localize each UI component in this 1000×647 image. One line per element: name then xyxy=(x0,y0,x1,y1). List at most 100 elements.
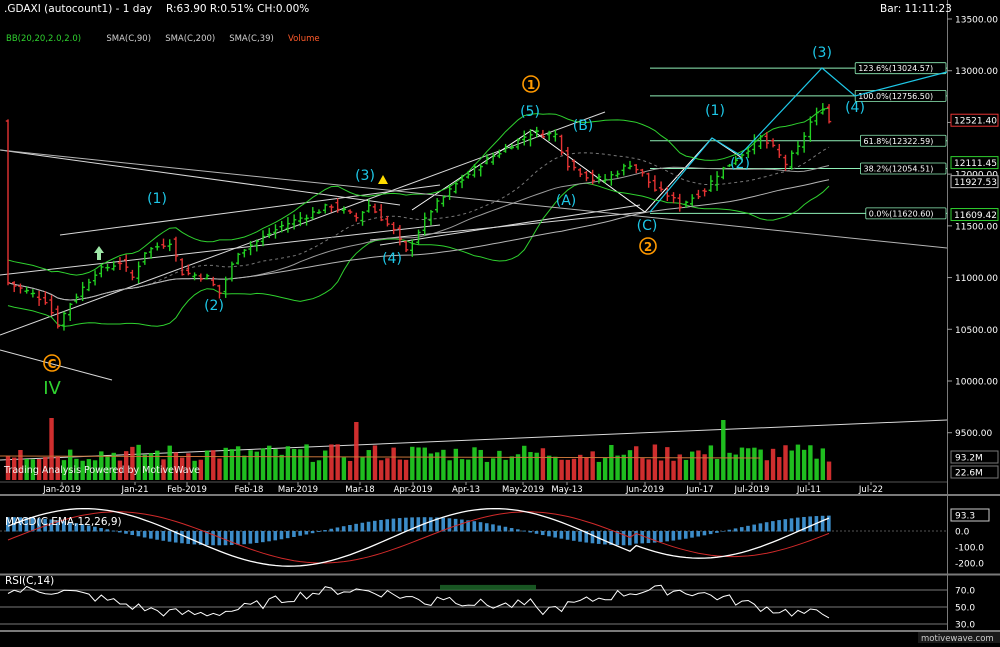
volume-bar xyxy=(590,451,595,480)
macd-histogram-bar xyxy=(727,529,732,532)
fib-label-box xyxy=(860,134,947,147)
wave-label-major: 1 xyxy=(527,78,535,92)
volume-bar xyxy=(534,452,539,480)
wave-circle xyxy=(43,354,61,372)
volume-bar xyxy=(43,457,48,480)
macd-histogram-bar xyxy=(372,520,377,532)
volume-bar xyxy=(789,450,794,480)
markers xyxy=(94,175,388,260)
rsi-label: RSI(C,14) xyxy=(5,575,54,587)
volume-bar xyxy=(528,452,533,480)
brand-badge xyxy=(918,632,1000,643)
volume-bar xyxy=(478,449,483,480)
volume-bar xyxy=(173,452,179,480)
wave-circle xyxy=(639,237,657,255)
volume-bar xyxy=(279,454,284,480)
macd-tick-label: 93.3 xyxy=(955,512,975,522)
fib-label: 100.0%(12756.50) xyxy=(858,92,933,101)
macd-axis: 93.3 0.0 -100.0 -200.0 xyxy=(950,508,990,570)
volume-bar xyxy=(777,457,782,480)
macd-histogram-bar xyxy=(93,526,97,532)
macd-histogram-bar xyxy=(167,531,172,542)
volume-bar xyxy=(36,458,42,480)
sma-line xyxy=(7,179,830,301)
date-tick-label: Jul-11 xyxy=(796,485,821,495)
rsi-tick-label: 50.0 xyxy=(955,604,975,614)
indicator-legend[interactable]: BB(20,20,2.0,2.0) SMA(C,90) SMA(C,200) SMA(… xyxy=(6,34,320,44)
indicator-legend-item[interactable]: SMA(C,200) xyxy=(165,34,215,44)
volume-bar xyxy=(546,455,552,480)
volume-bar xyxy=(341,457,347,480)
wave-label-minor: (2) xyxy=(730,156,750,172)
macd-histogram-bar xyxy=(795,517,800,532)
volume-bar xyxy=(466,459,471,480)
trend-line xyxy=(0,111,606,336)
price-tags: 12521.40 12111.45 11927.53 11609.42 xyxy=(950,113,999,222)
volume-tag xyxy=(950,450,999,464)
chart-stats: R:63.90 R:0.51% CH:0.00% xyxy=(166,3,309,15)
warning-icon xyxy=(378,175,388,184)
volume-bar xyxy=(509,456,515,480)
macd-histogram-bar xyxy=(161,531,166,541)
volume-bar xyxy=(49,418,54,480)
volume-bar xyxy=(136,444,141,480)
macd-histogram-bar xyxy=(410,517,414,532)
macd-histogram-bar xyxy=(155,531,159,540)
fib-label: 123.6%(13024.57) xyxy=(858,64,933,73)
macd-histogram-bar xyxy=(553,531,557,538)
volume-bar xyxy=(397,459,403,480)
volume-bar xyxy=(360,456,365,480)
wave-label-minor: (3) xyxy=(355,168,375,184)
macd-histogram-bar xyxy=(298,531,302,536)
indicator-legend-item[interactable]: SMA(C,39) xyxy=(229,34,274,44)
wave-label-major: C xyxy=(48,357,57,371)
volume-bar xyxy=(634,446,639,480)
indicator-legend-item[interactable]: BB(20,20,2.0,2.0) xyxy=(6,34,81,44)
macd-histogram-bar xyxy=(609,531,613,545)
volume-bar xyxy=(167,445,172,480)
macd-label: MACD(C,EMA,12,26,9) xyxy=(5,516,122,528)
macd-histogram-bar xyxy=(528,531,533,533)
volume-bar xyxy=(708,445,714,480)
volume-bar xyxy=(310,461,315,480)
volume-bar xyxy=(18,450,23,480)
volume-bar xyxy=(204,450,210,480)
bb-lower-line xyxy=(7,182,830,327)
volume-bar xyxy=(329,444,334,480)
macd-histogram-bar xyxy=(180,531,184,544)
macd-histogram-bar xyxy=(217,531,222,546)
macd-histogram-bar xyxy=(136,531,141,537)
wave-line xyxy=(411,129,533,211)
macd-histogram-bar xyxy=(117,531,122,533)
fib-label: 38.2%(12054.51) xyxy=(864,165,934,174)
macd-histogram-bar xyxy=(615,531,620,546)
volume-bar xyxy=(142,454,148,480)
macd-histogram-bar xyxy=(696,531,701,537)
volume-bar xyxy=(61,460,67,480)
macd-histogram-bar xyxy=(285,531,290,539)
arrow-up-icon xyxy=(94,246,104,260)
volume-bar xyxy=(690,451,695,480)
macd-tick-label: -200.0 xyxy=(955,560,984,570)
volume-bar xyxy=(217,458,222,480)
macd-histogram-bar xyxy=(484,523,489,532)
macd-histogram-bar xyxy=(341,526,346,532)
macd-histogram-bar xyxy=(441,517,445,532)
indicator-legend-item[interactable]: Volume xyxy=(288,34,320,44)
volume-bar xyxy=(783,445,788,480)
indicator-legend-item[interactable]: SMA(C,90) xyxy=(106,34,151,44)
trend-line xyxy=(0,349,113,381)
volume-bar xyxy=(105,456,110,480)
date-axis: Jan-2019 Jan-21 Feb-2019 Feb-18 Mar-2019 Mar-… xyxy=(0,481,947,495)
macd-histogram-bar xyxy=(223,531,228,546)
volume-bar xyxy=(179,457,185,480)
macd-histogram-bar xyxy=(404,517,408,532)
macd-histogram-bar xyxy=(646,531,651,544)
macd-histogram-bar xyxy=(715,531,719,533)
macd-histogram-bar xyxy=(348,525,352,532)
macd-histogram-bar xyxy=(453,518,458,532)
volume-bar xyxy=(410,446,415,480)
volume-bar xyxy=(99,451,104,480)
macd-histogram-bar xyxy=(739,527,744,532)
